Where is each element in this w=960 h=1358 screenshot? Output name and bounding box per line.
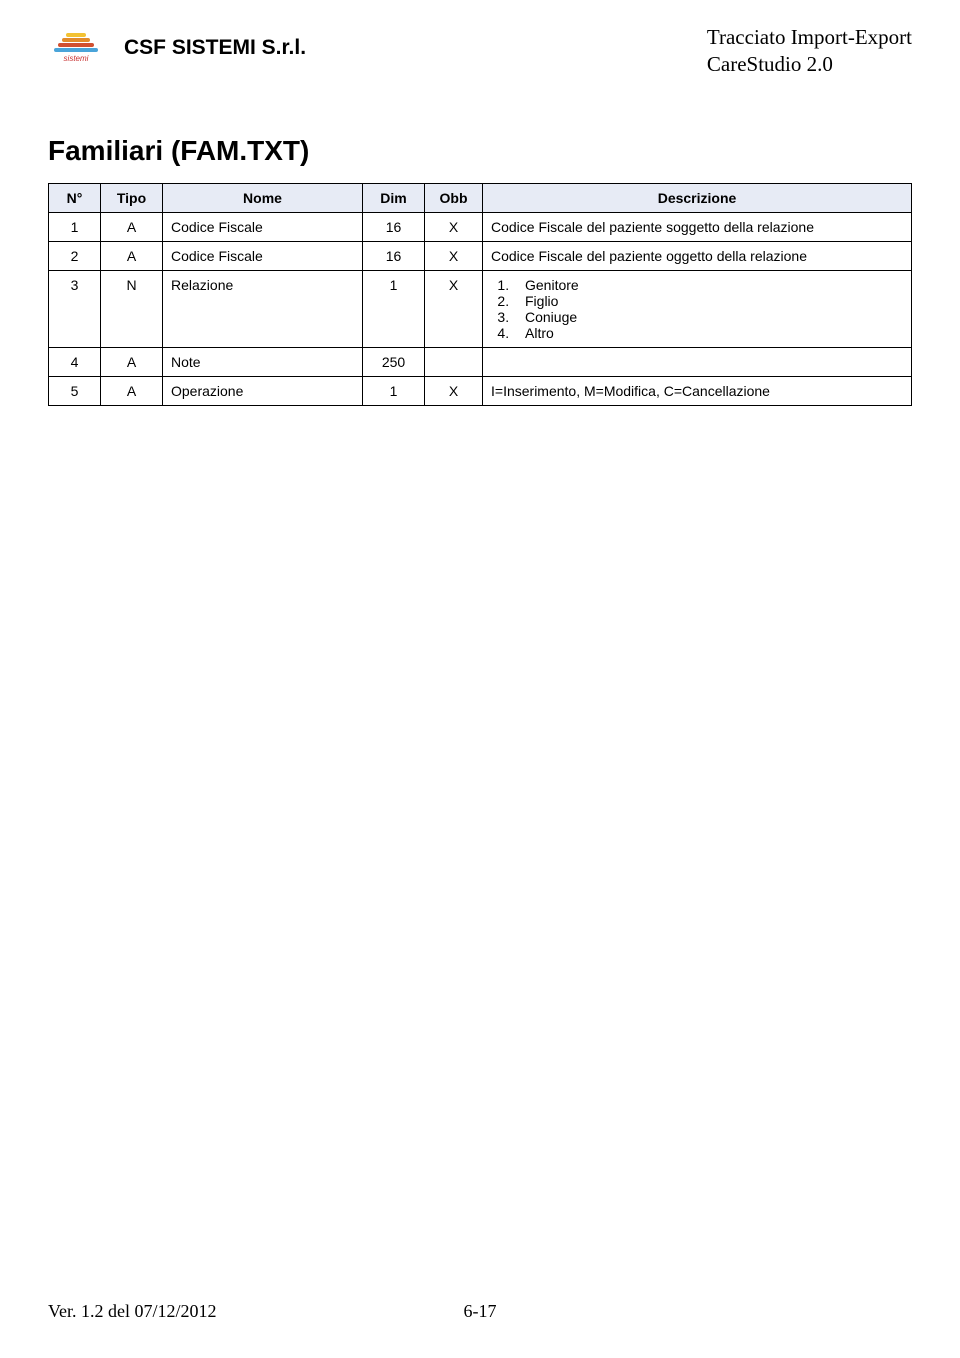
cell-obb: X — [425, 241, 483, 270]
col-tipo: Tipo — [101, 183, 163, 212]
logo-caption: sistemi — [64, 54, 89, 63]
desc-list-item: Altro — [513, 325, 903, 341]
col-desc: Descrizione — [483, 183, 912, 212]
cell-tipo: N — [101, 270, 163, 347]
desc-list-item: Figlio — [513, 293, 903, 309]
cell-dim: 16 — [363, 241, 425, 270]
col-nome: Nome — [163, 183, 363, 212]
table-header-row: N° Tipo Nome Dim Obb Descrizione — [49, 183, 912, 212]
doc-title-line2: CareStudio 2.0 — [707, 51, 912, 78]
section-title: Familiari (FAM.TXT) — [48, 135, 912, 167]
cell-dim: 250 — [363, 347, 425, 376]
table-row: 2ACodice Fiscale16XCodice Fiscale del pa… — [49, 241, 912, 270]
table-row: 4ANote250 — [49, 347, 912, 376]
cell-tipo: A — [101, 212, 163, 241]
cell-obb — [425, 347, 483, 376]
header-right: Tracciato Import-Export CareStudio 2.0 — [707, 20, 912, 79]
cell-desc: GenitoreFiglioConiugeAltro — [483, 270, 912, 347]
doc-title-line1: Tracciato Import-Export — [707, 24, 912, 51]
cell-nome: Codice Fiscale — [163, 212, 363, 241]
spec-table: N° Tipo Nome Dim Obb Descrizione 1ACodic… — [48, 183, 912, 406]
footer-version: Ver. 1.2 del 07/12/2012 — [48, 1301, 336, 1322]
cell-tipo: A — [101, 347, 163, 376]
cell-dim: 16 — [363, 212, 425, 241]
company-name: CSF SISTEMI S.r.l. — [124, 36, 306, 60]
desc-list-item: Genitore — [513, 277, 903, 293]
desc-list-item: Coniuge — [513, 309, 903, 325]
csf-logo-icon: sistemi — [48, 20, 104, 76]
cell-obb: X — [425, 376, 483, 405]
table-row: 3NRelazione1XGenitoreFiglioConiugeAltro — [49, 270, 912, 347]
cell-desc — [483, 347, 912, 376]
footer-page: 6-17 — [336, 1301, 624, 1322]
col-n: N° — [49, 183, 101, 212]
col-obb: Obb — [425, 183, 483, 212]
page-header: sistemi CSF SISTEMI S.r.l. Tracciato Imp… — [48, 20, 912, 79]
cell-dim: 1 — [363, 376, 425, 405]
table-row: 5AOperazione1XI=Inserimento, M=Modifica,… — [49, 376, 912, 405]
cell-tipo: A — [101, 241, 163, 270]
cell-n: 1 — [49, 212, 101, 241]
cell-n: 5 — [49, 376, 101, 405]
cell-n: 4 — [49, 347, 101, 376]
cell-n: 2 — [49, 241, 101, 270]
header-left: sistemi CSF SISTEMI S.r.l. — [48, 20, 306, 76]
cell-nome: Operazione — [163, 376, 363, 405]
col-dim: Dim — [363, 183, 425, 212]
page-footer: Ver. 1.2 del 07/12/2012 6-17 — [48, 1301, 912, 1322]
cell-desc: I=Inserimento, M=Modifica, C=Cancellazio… — [483, 376, 912, 405]
table-row: 1ACodice Fiscale16XCodice Fiscale del pa… — [49, 212, 912, 241]
cell-nome: Codice Fiscale — [163, 241, 363, 270]
cell-desc: Codice Fiscale del paziente oggetto dell… — [483, 241, 912, 270]
cell-nome: Note — [163, 347, 363, 376]
cell-dim: 1 — [363, 270, 425, 347]
cell-tipo: A — [101, 376, 163, 405]
cell-obb: X — [425, 212, 483, 241]
cell-desc: Codice Fiscale del paziente soggetto del… — [483, 212, 912, 241]
cell-obb: X — [425, 270, 483, 347]
cell-nome: Relazione — [163, 270, 363, 347]
cell-n: 3 — [49, 270, 101, 347]
